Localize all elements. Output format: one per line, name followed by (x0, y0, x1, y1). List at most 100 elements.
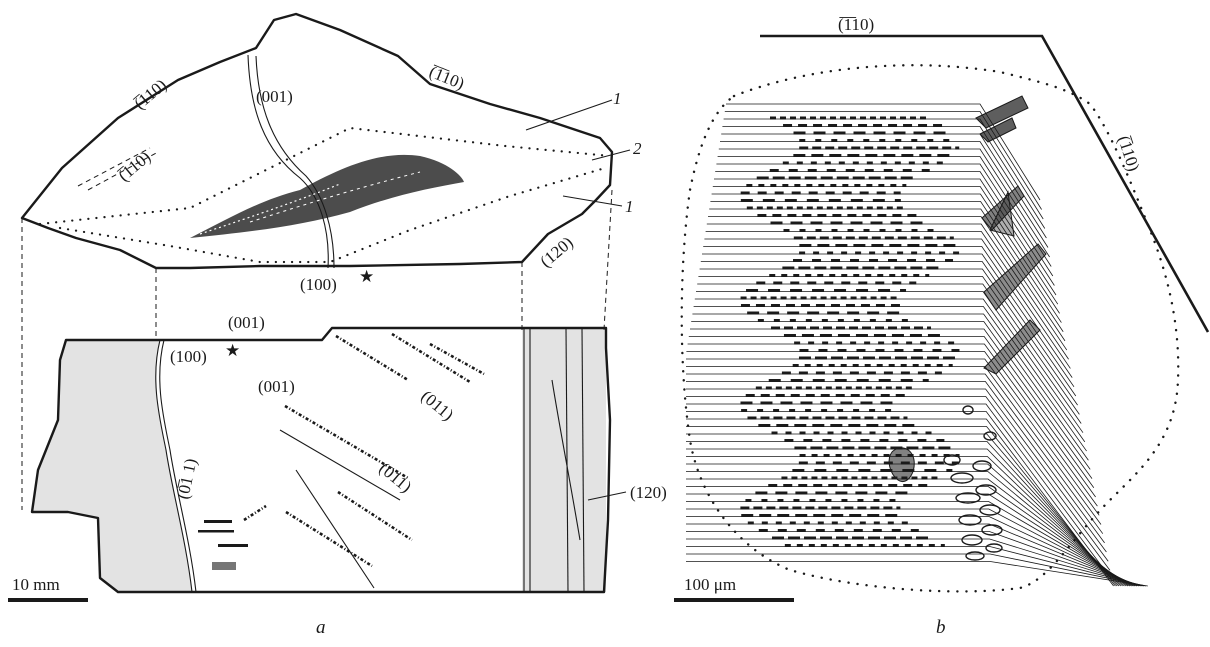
growth-line (691, 321, 1091, 470)
growth-line (686, 553, 1147, 587)
growth-line (726, 103, 1041, 201)
top-face-001-curve (247, 54, 329, 269)
large-inclusion (888, 447, 915, 482)
growth-lines (686, 103, 1148, 587)
right-band-line-4 (581, 327, 585, 593)
trail-3 (429, 342, 485, 376)
side-face-left-band-edge-2 (159, 339, 197, 593)
growth-line (686, 418, 1114, 587)
trail-6 (285, 510, 373, 568)
inclusion-cluster-side (198, 504, 267, 570)
growth-line (686, 531, 1141, 587)
oval-inclusion (981, 524, 1003, 536)
trail-5 (337, 490, 413, 542)
growth-line (708, 216, 1066, 342)
growth-line (720, 141, 1049, 248)
oval-inclusion (983, 431, 997, 441)
side-face-outline (30, 326, 612, 594)
growth-line (703, 246, 1073, 378)
growth-line (687, 343, 1096, 498)
inclusion-cluster-top (190, 154, 464, 238)
label-100-side: (100) (170, 347, 207, 366)
growth-line (686, 456, 1123, 587)
growth-line (710, 201, 1062, 323)
growth-line (686, 501, 1134, 587)
projection-line-4 (603, 189, 613, 331)
label-110-right-b: (̅110) (1114, 133, 1143, 173)
oval-inclusions (943, 405, 1003, 561)
top-face-001-curve-inner (255, 55, 335, 269)
leader-zone-2 (591, 149, 631, 161)
leader-zone-1-lower (562, 195, 623, 207)
growth-line (686, 448, 1122, 587)
panel-letter-a: a (316, 617, 326, 638)
growth-line (686, 471, 1127, 587)
side-face-left-band-edge (155, 339, 193, 593)
scale-label-a: 10 mm (12, 575, 60, 594)
oval-inclusion (985, 543, 1003, 553)
oval-inclusion (965, 551, 985, 561)
trail-1 (335, 334, 409, 382)
star-icon: ★ (359, 267, 374, 286)
label-001-edge: (001) (228, 313, 265, 332)
label-zone-2: 2 (633, 139, 642, 158)
growth-line (686, 381, 1105, 544)
label-100-top: (100) (300, 275, 337, 294)
oval-inclusion (972, 460, 992, 472)
label-zone-1-upper: 1 (613, 89, 622, 108)
label-011-upper: (011) (417, 387, 457, 425)
growth-line (686, 463, 1125, 587)
scale-label-b: 100 μm (684, 575, 736, 594)
inclusion-band (740, 116, 960, 547)
oval-inclusion (961, 534, 983, 546)
growth-line (716, 163, 1054, 277)
trail-line-2 (295, 469, 375, 589)
top-face-outline (20, 12, 614, 270)
side-face-right-band (522, 328, 606, 592)
panel-a: (̅1̅10) (̅110) (̅110) (001) (120) (100) … (8, 12, 667, 638)
growth-line (715, 171, 1055, 286)
growth-line (686, 538, 1143, 587)
trail-2 (391, 332, 471, 384)
growth-line (698, 276, 1080, 415)
right-band-line-3 (565, 327, 569, 593)
oval-inclusion (955, 492, 981, 504)
right-band-curve (551, 379, 581, 541)
label-001-top: (001) (256, 87, 293, 106)
label-110-inner: (̅110) (114, 147, 154, 185)
top-face-110-trace (77, 147, 151, 187)
growth-line (705, 231, 1069, 360)
panel-letter-b: b (936, 617, 946, 638)
label-0m11: (0̅1 1) (173, 457, 200, 501)
oval-inclusion (943, 454, 961, 466)
growth-line (686, 351, 1098, 507)
label-001-inner: (001) (258, 377, 295, 396)
label-110-top-b: (̅1̅10) (838, 15, 874, 34)
trail-line-1 (279, 429, 401, 501)
top-face-110-trace-2 (87, 151, 159, 191)
label-011-lower: (011) (375, 459, 415, 497)
leader-zone-1-upper (525, 99, 613, 131)
growth-line (686, 523, 1139, 587)
growth-line (686, 396, 1109, 562)
label-zone-1-lower: 1 (625, 197, 634, 216)
growth-line (686, 411, 1113, 580)
star-icon-side: ★ (225, 341, 240, 360)
oval-inclusion (958, 514, 982, 526)
oval-inclusion (975, 484, 997, 496)
label-120-side: (120) (630, 483, 667, 502)
growth-line (724, 111, 1042, 210)
side-face-left-band (32, 340, 192, 592)
conical-inclusions (975, 95, 1047, 375)
oval-inclusion (950, 472, 974, 484)
growth-line (686, 358, 1100, 516)
leader-120-side (587, 491, 627, 501)
sector-outline (680, 64, 1180, 593)
oval-inclusion (962, 405, 974, 415)
panel-b: (̅1̅10) (̅110) 100 μm b (674, 15, 1210, 638)
growth-line (702, 253, 1075, 388)
oval-inclusion (979, 504, 1001, 516)
growth-line (686, 561, 1148, 587)
growth-line (711, 193, 1060, 314)
